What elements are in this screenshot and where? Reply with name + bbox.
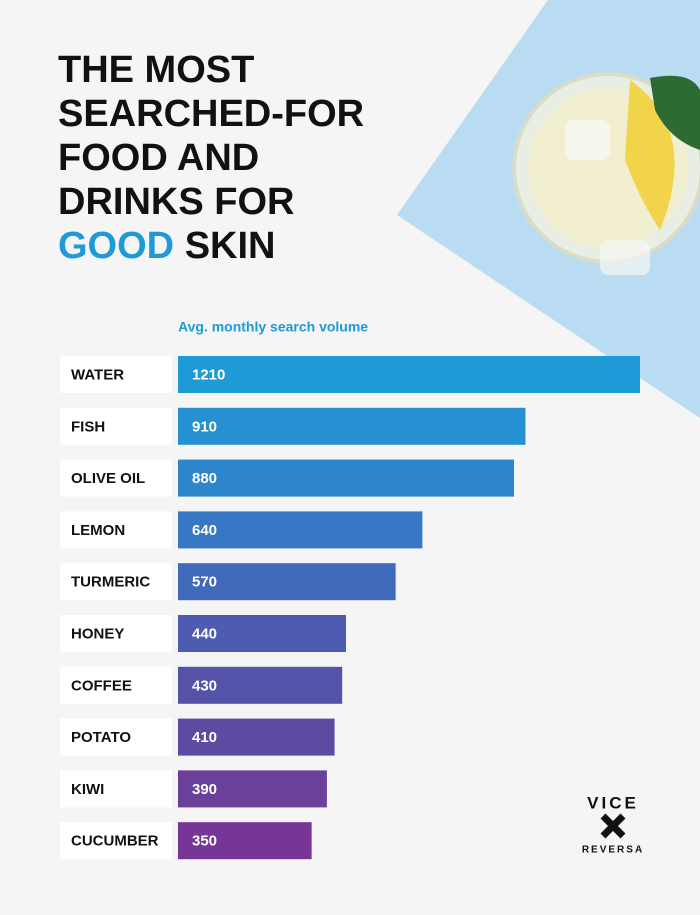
value-label: 640 xyxy=(192,522,217,539)
logo-top: VICE xyxy=(587,793,639,812)
label-box xyxy=(60,718,172,756)
label-box xyxy=(60,356,172,393)
bar xyxy=(178,511,423,549)
value-label: 880 xyxy=(192,470,217,487)
category-label: WATER xyxy=(71,366,124,383)
bar xyxy=(178,770,327,808)
bar xyxy=(178,822,312,860)
bars: WATER 1210 FISH 910 OLIVE OIL 880 LEMON 640 TURM… xyxy=(60,356,640,860)
label-box xyxy=(60,511,172,549)
label-box xyxy=(60,822,172,860)
label-box xyxy=(60,459,172,497)
bar xyxy=(178,356,640,393)
title-line: GOOD SKIN xyxy=(58,225,275,267)
value-label: 350 xyxy=(192,833,217,850)
value-label: 390 xyxy=(192,781,217,798)
bar xyxy=(178,459,514,497)
value-label: 1210 xyxy=(192,366,225,383)
logo-bottom: REVERSA xyxy=(582,845,644,856)
glass-image xyxy=(512,72,700,275)
logo: VICE REVERSA xyxy=(582,793,644,856)
label-box xyxy=(60,615,172,652)
label-box xyxy=(60,770,172,808)
category-label: FISH xyxy=(71,418,105,435)
category-label: OLIVE OIL xyxy=(71,470,145,487)
title-line: DRINKS FOR xyxy=(58,181,294,223)
category-label: COFFEE xyxy=(71,677,132,694)
label-box xyxy=(60,563,172,601)
value-label: 430 xyxy=(192,677,217,694)
category-label: CUCUMBER xyxy=(71,833,159,850)
bar xyxy=(178,407,526,445)
bar xyxy=(178,718,335,756)
value-label: 570 xyxy=(192,574,217,591)
value-label: 440 xyxy=(192,625,217,642)
title-line: FOOD AND xyxy=(58,137,259,179)
label-box xyxy=(60,666,172,704)
subtitle: Avg. monthly search volume xyxy=(178,319,368,335)
category-label: POTATO xyxy=(71,729,131,746)
bar xyxy=(178,615,346,652)
value-label: 410 xyxy=(192,729,217,746)
category-label: KIWI xyxy=(71,781,104,798)
category-label: TURMERIC xyxy=(71,574,150,591)
category-label: HONEY xyxy=(71,625,124,642)
value-label: 910 xyxy=(192,418,217,435)
title-highlight: GOOD xyxy=(58,225,174,267)
title-line: SEARCHED-FOR xyxy=(58,93,364,135)
label-box xyxy=(60,407,172,445)
bar xyxy=(178,563,396,601)
title-end: SKIN xyxy=(185,225,276,267)
bar xyxy=(178,666,343,704)
category-label: LEMON xyxy=(71,522,125,539)
title-line: THE MOST xyxy=(58,49,254,91)
